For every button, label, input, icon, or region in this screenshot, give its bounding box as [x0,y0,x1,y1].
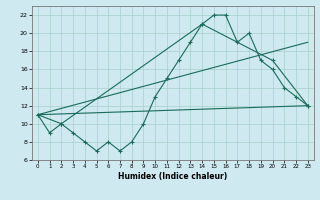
X-axis label: Humidex (Indice chaleur): Humidex (Indice chaleur) [118,172,228,181]
